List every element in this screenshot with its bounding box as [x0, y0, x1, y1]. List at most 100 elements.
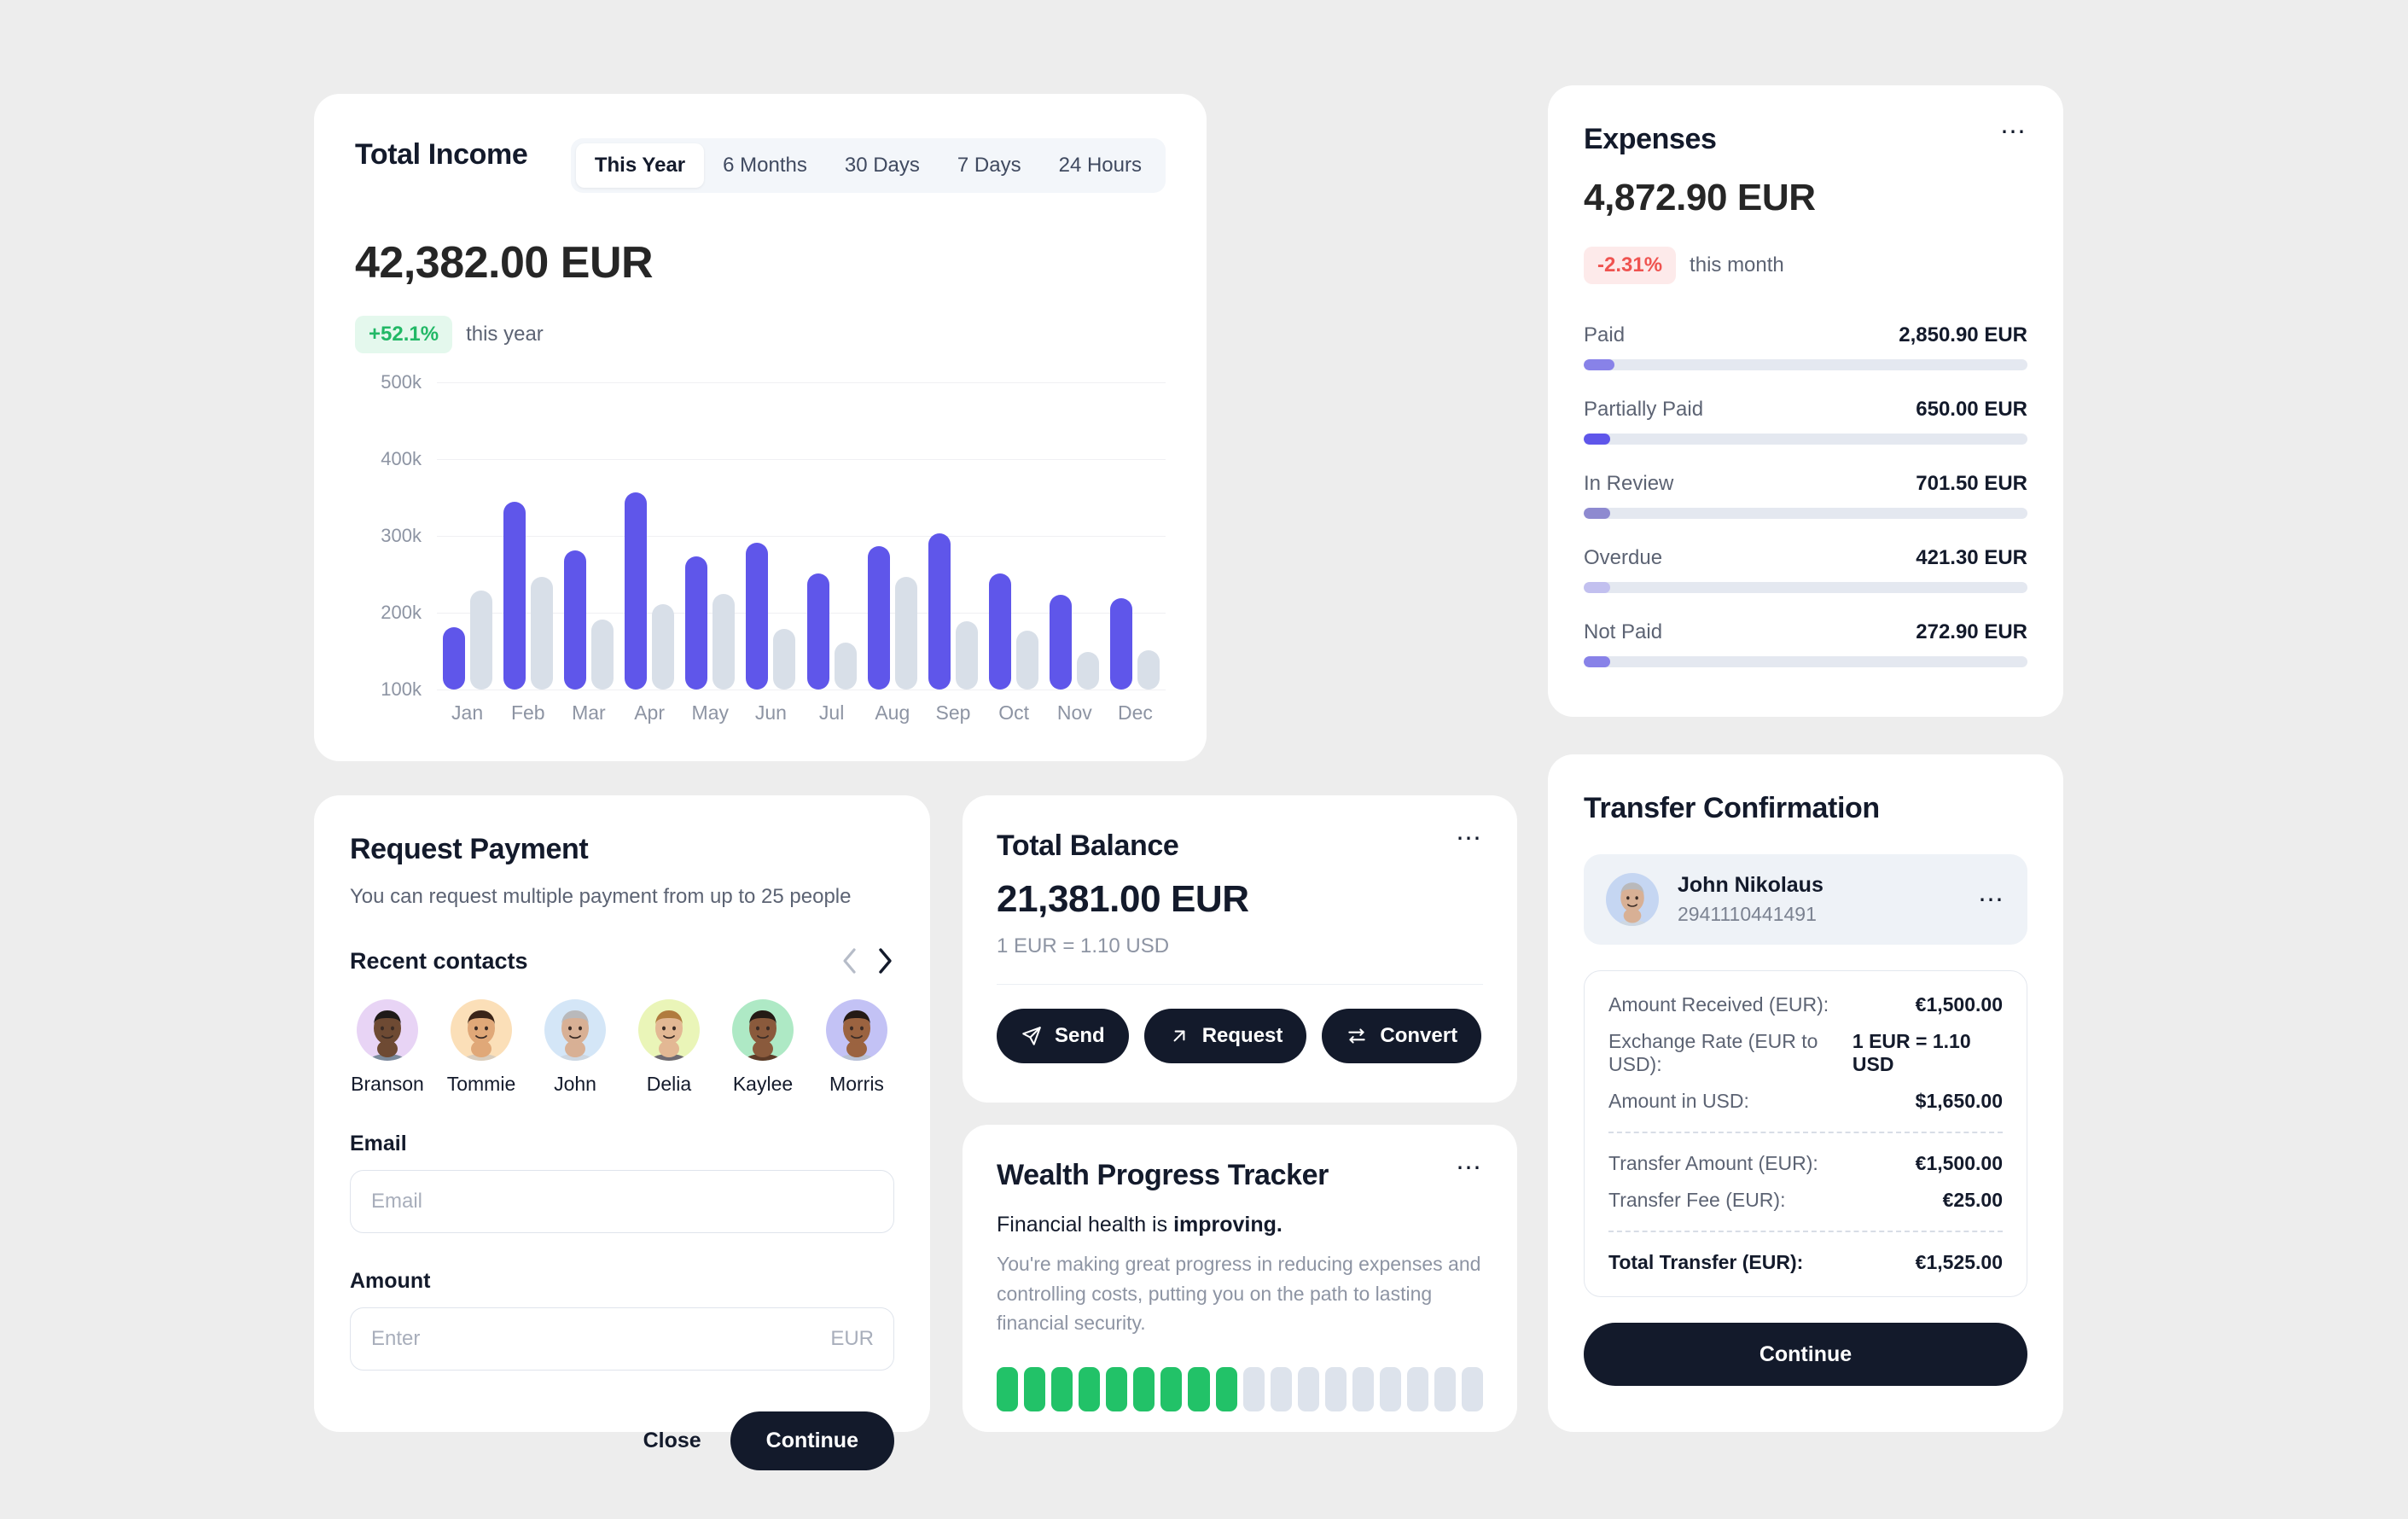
- wealth-description: You're making great progress in reducing…: [997, 1253, 1481, 1334]
- tab-30-days[interactable]: 30 Days: [844, 154, 920, 177]
- bar-dec-previous[interactable]: [1137, 650, 1160, 690]
- button-label: Request: [1201, 1024, 1283, 1047]
- bar-aug-current[interactable]: [867, 545, 890, 690]
- detail-value: €25.00: [1942, 1189, 2003, 1211]
- progress-segment: [1188, 1366, 1210, 1411]
- bar-may-previous[interactable]: [713, 593, 736, 690]
- transfer-details: Amount Received (EUR): €1,500.00 Exchange …: [1584, 970, 2027, 1297]
- contact-delia[interactable]: Delia: [631, 999, 707, 1096]
- contact-morris[interactable]: Morris: [819, 999, 894, 1096]
- paper-plane-icon: [1021, 1025, 1043, 1047]
- ellipsis-icon[interactable]: ⋯: [1456, 1154, 1483, 1182]
- divider: [1608, 1132, 2003, 1133]
- contact-branson[interactable]: Branson: [350, 999, 425, 1096]
- chevron-left-icon[interactable]: [840, 946, 858, 975]
- bar-jun-current[interactable]: [746, 543, 769, 690]
- bar-jul-current[interactable]: [806, 573, 829, 690]
- ellipsis-icon[interactable]: ⋯: [1978, 885, 2005, 914]
- recent-contacts-nav: [840, 946, 894, 975]
- bar-apr-previous[interactable]: [652, 604, 675, 690]
- expense-label: Paid: [1584, 323, 1626, 346]
- bar-jun-previous[interactable]: [773, 629, 796, 690]
- bar-sep-current[interactable]: [928, 533, 951, 690]
- gridline: [437, 536, 1166, 537]
- expenses-delta-row: -2.31% this month: [1584, 247, 2027, 284]
- progress-segment: [1406, 1366, 1428, 1411]
- convert-button[interactable]: Convert: [1322, 1009, 1482, 1063]
- amount-input[interactable]: [350, 1307, 894, 1371]
- bar-apr-current[interactable]: [625, 492, 648, 690]
- send-button[interactable]: Send: [997, 1009, 1129, 1063]
- bar-sep-previous[interactable]: [955, 621, 978, 690]
- bar-feb-current[interactable]: [503, 501, 526, 690]
- transfer-detail-row: Exchange Rate (EUR to USD): 1 EUR = 1.10 …: [1608, 1030, 2003, 1076]
- bar-group: [741, 382, 801, 690]
- detail-value: €1,500.00: [1915, 1152, 2003, 1174]
- divider: [997, 984, 1483, 985]
- bar-may-current[interactable]: [685, 556, 708, 690]
- contact-tommie[interactable]: Tommie: [444, 999, 519, 1096]
- transfer-continue-button[interactable]: Continue: [1584, 1323, 2027, 1386]
- avatar: [638, 999, 700, 1061]
- transfer-total-value: €1,525.00: [1915, 1251, 2003, 1273]
- transfer-detail-row: Transfer Amount (EUR): €1,500.00: [1608, 1152, 2003, 1175]
- x-tick-label: Sep: [935, 701, 971, 724]
- contact-kaylee[interactable]: Kaylee: [725, 999, 800, 1096]
- bar-nov-previous[interactable]: [1077, 652, 1100, 690]
- transfer-recipient-row[interactable]: John Nikolaus 2941110441491 ⋯: [1584, 854, 2027, 945]
- request-button[interactable]: Request: [1143, 1009, 1307, 1063]
- bar-jul-previous[interactable]: [834, 643, 857, 690]
- transfer-detail-row: Transfer Fee (EUR): €25.00: [1608, 1189, 2003, 1212]
- contact-john[interactable]: John: [538, 999, 613, 1096]
- bar-oct-current[interactable]: [989, 573, 1012, 690]
- recent-contacts-list: Branson Tommie John Delia Kaylee Morris: [350, 999, 894, 1096]
- ellipsis-icon[interactable]: ⋯: [2000, 118, 2027, 146]
- progress-segment: [1352, 1366, 1374, 1411]
- balance-header: Total Balance ⋯: [997, 824, 1483, 863]
- continue-button[interactable]: Continue: [730, 1411, 894, 1470]
- x-tick-label: Oct: [998, 701, 1030, 724]
- bar-aug-previous[interactable]: [894, 576, 917, 690]
- bar-jan-current[interactable]: [442, 627, 465, 690]
- transfer-total-label: Total Transfer (EUR):: [1608, 1251, 1804, 1273]
- tab-7-days[interactable]: 7 Days: [957, 154, 1021, 177]
- chevron-right-icon[interactable]: [875, 946, 894, 975]
- time-range-tabs[interactable]: This Year 6 Months 30 Days 7 Days 24 Hours: [570, 138, 1166, 193]
- y-tick-label: 100k: [381, 678, 422, 700]
- tab-24-hours[interactable]: 24 Hours: [1058, 154, 1142, 177]
- bar-group: [862, 382, 922, 690]
- expense-label: In Review: [1584, 472, 1674, 495]
- bar-feb-previous[interactable]: [530, 576, 553, 690]
- button-label: Convert: [1380, 1024, 1458, 1047]
- detail-label: Transfer Fee (EUR):: [1608, 1189, 1786, 1211]
- detail-label: Amount in USD:: [1608, 1090, 1749, 1112]
- wealth-header: Wealth Progress Tracker ⋯: [997, 1154, 1483, 1192]
- y-tick-label: 300k: [381, 525, 422, 546]
- wealth-headline-strong: improving.: [1173, 1213, 1283, 1237]
- bar-jan-previous[interactable]: [469, 591, 492, 690]
- bar-group: [801, 382, 862, 690]
- ellipsis-icon[interactable]: ⋯: [1456, 824, 1483, 853]
- bar-mar-current[interactable]: [563, 550, 586, 690]
- request-payment-subtitle: You can request multiple payment from up…: [350, 885, 852, 908]
- close-button[interactable]: Close: [643, 1429, 701, 1452]
- tab-this-year[interactable]: This Year: [575, 143, 705, 188]
- bar-oct-previous[interactable]: [1016, 630, 1039, 690]
- expenses-title: Expenses: [1584, 123, 1717, 155]
- email-input[interactable]: [350, 1170, 894, 1233]
- recent-contacts-title: Recent contacts: [350, 947, 528, 974]
- tab-6-months[interactable]: 6 Months: [723, 154, 807, 177]
- income-delta-note: this year: [466, 323, 544, 346]
- expenses-delta-note: this month: [1690, 253, 1784, 276]
- divider: [1608, 1231, 2003, 1232]
- progress-segment: [1079, 1366, 1101, 1411]
- wealth-progress-segments: [997, 1366, 1484, 1411]
- expense-progress-fill: [1584, 508, 1611, 519]
- expense-value: 650.00 EUR: [1916, 398, 2027, 421]
- bar-dec-current[interactable]: [1110, 598, 1133, 690]
- amount-currency-suffix: EUR: [830, 1327, 874, 1350]
- bar-mar-previous[interactable]: [590, 620, 614, 690]
- expense-progress-fill: [1584, 359, 1615, 370]
- bar-nov-current[interactable]: [1050, 594, 1073, 690]
- transfer-total-row: Total Transfer (EUR): €1,525.00: [1608, 1251, 2003, 1274]
